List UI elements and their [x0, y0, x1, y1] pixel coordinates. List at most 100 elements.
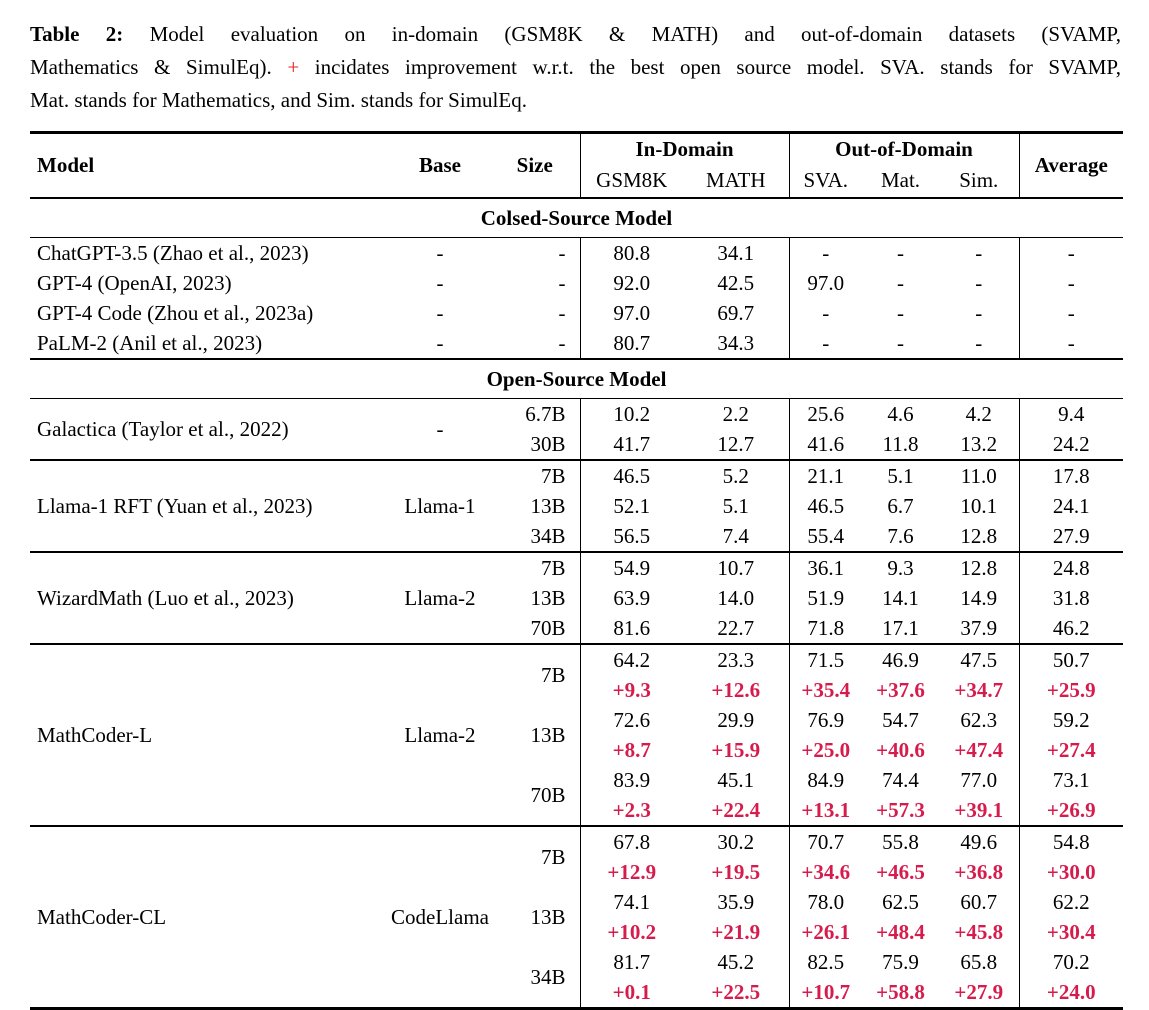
score-cell: 67.8 — [579, 825, 683, 857]
size-cell: 13B — [530, 723, 566, 747]
delta-cell: +8.7 — [579, 735, 683, 765]
table-row: MathCoder-CL CodeLlama 7B 67.8 30.2 70.7… — [30, 825, 1124, 1009]
score-cell: 75.9 — [882, 950, 919, 974]
score-cell: 46.5 — [579, 459, 683, 491]
size-cell: - — [558, 241, 566, 265]
score-cell: - — [897, 271, 904, 295]
score-cell: 47.5 — [939, 643, 1020, 675]
score-cell: 6.7 — [887, 494, 914, 518]
table-row: Llama-1 RFT (Yuan et al., 2023) Llama-1 … — [30, 459, 1124, 552]
caption-text: Mat. stands for Mathematics, and Sim. st… — [30, 88, 527, 112]
score-cell: 4.2 — [965, 402, 992, 426]
delta-cell: +47.4 — [954, 738, 1004, 762]
score-cell: - — [788, 237, 862, 268]
score-cell: 29.9 — [717, 708, 755, 732]
delta-cell: +10.7 — [788, 977, 862, 1009]
delta-cell: +46.5 — [876, 860, 925, 884]
delta-cell: +58.8 — [876, 980, 925, 1004]
score-cell: 45.1 — [717, 768, 755, 792]
delta-cell: +26.9 — [1018, 795, 1124, 826]
delta-cell: +12.9 — [579, 857, 683, 887]
size-cell: 7B — [490, 643, 580, 705]
score-cell: 92.0 — [579, 268, 683, 298]
score-cell: 50.7 — [1018, 643, 1124, 675]
score-cell: 46.9 — [862, 643, 939, 675]
model-cell: ChatGPT-3.5 (Zhao et al., 2023) — [37, 241, 309, 265]
score-cell: 13.2 — [960, 432, 998, 456]
table-row: GPT-4 Code (Zhou et al., 2023a) - - 97.0… — [30, 298, 1124, 328]
score-cell: 17.8 — [1018, 459, 1124, 491]
col-header-math: MATH — [705, 168, 766, 192]
size-cell: - — [558, 331, 566, 355]
score-cell: 52.1 — [579, 491, 683, 521]
score-cell: 76.9 — [788, 705, 862, 735]
score-cell: 7.4 — [722, 524, 749, 548]
col-header-model: Model — [37, 153, 95, 177]
score-cell: 41.7 — [579, 429, 683, 460]
score-cell: 5.1 — [722, 494, 749, 518]
score-cell: 10.2 — [579, 398, 683, 429]
table-row: 13B 72.6 29.9 76.9 54.7 62.3 59.2 — [30, 705, 1124, 747]
delta-cell: +25.0 — [788, 735, 862, 765]
table-row-delta: +0.1 +22.5 +10.7 +58.8 +27.9 +24.0 — [30, 977, 1124, 1009]
delta-cell: +35.4 — [788, 675, 862, 705]
score-cell: 35.9 — [717, 890, 755, 914]
delta-cell: +12.6 — [711, 678, 761, 702]
delta-cell: +45.8 — [954, 920, 1004, 944]
score-cell: 60.7 — [960, 890, 998, 914]
score-cell: 84.9 — [788, 765, 862, 795]
delta-cell: +37.6 — [876, 678, 925, 702]
score-cell: 54.9 — [579, 551, 683, 583]
base-cell: Llama-2 — [390, 643, 490, 826]
score-cell: 24.2 — [1018, 429, 1124, 460]
delta-cell: +22.5 — [711, 980, 761, 1004]
table-caption: Table 2: Model evaluation on in-domain (… — [30, 18, 1121, 117]
col-header-base: Base — [419, 153, 461, 177]
model-cell: MathCoder-L — [30, 643, 390, 826]
base-cell: - — [436, 301, 444, 325]
score-cell: 24.1 — [1018, 491, 1124, 521]
score-cell: 37.9 — [960, 616, 998, 640]
col-header-sim: Sim. — [959, 168, 999, 192]
caption-text: Model evaluation on in-domain (GSM8K & M… — [149, 22, 1122, 46]
delta-cell: +34.6 — [788, 857, 862, 887]
score-cell: 64.2 — [579, 643, 683, 675]
score-cell: 82.5 — [788, 947, 862, 977]
size-cell: 7B — [490, 551, 580, 583]
score-cell: 27.9 — [1018, 521, 1124, 552]
base-cell: - — [436, 241, 444, 265]
score-cell: 14.0 — [717, 586, 755, 610]
score-cell: 14.1 — [882, 586, 919, 610]
score-cell: 41.6 — [788, 429, 862, 460]
base-cell: CodeLlama — [390, 825, 490, 1009]
delta-cell: +57.3 — [876, 798, 925, 822]
delta-cell: +40.6 — [876, 738, 925, 762]
model-cell: WizardMath (Luo et al., 2023) — [30, 551, 390, 644]
size-cell: - — [558, 271, 566, 295]
table-row: 34B 81.7 45.2 82.5 75.9 65.8 70.2 — [30, 947, 1124, 989]
size-cell: 7B — [490, 459, 580, 491]
score-cell: 62.3 — [960, 708, 998, 732]
score-cell: 11.8 — [882, 432, 919, 456]
score-cell: - — [1018, 237, 1124, 268]
score-cell: 83.9 — [579, 765, 683, 795]
table-row: GPT-4 (OpenAI, 2023) - - 92.0 42.5 97.0 … — [30, 268, 1124, 298]
delta-cell: +15.9 — [711, 738, 761, 762]
score-cell: 7.6 — [887, 524, 914, 548]
caption-text: Mathematics & SimulEq). — [30, 55, 272, 79]
score-cell: 31.8 — [1018, 583, 1124, 613]
score-cell: 34.3 — [717, 331, 755, 355]
section-header-open-source: Open-Source Model — [30, 358, 1124, 399]
score-cell: 23.3 — [683, 643, 789, 675]
table-row: 34B 56.5 7.4 55.4 7.6 12.8 27.9 — [30, 521, 1124, 552]
score-cell: 74.4 — [882, 768, 919, 792]
base-cell: - — [436, 417, 444, 441]
score-cell: 73.1 — [1018, 765, 1124, 795]
score-cell: 65.8 — [960, 950, 998, 974]
delta-cell: +25.9 — [1018, 675, 1124, 705]
score-cell: 4.6 — [887, 402, 914, 426]
score-cell: 80.7 — [579, 328, 683, 359]
col-header-gsm8k: GSM8K — [579, 165, 683, 198]
score-cell: 70.2 — [1018, 947, 1124, 977]
size-cell: 13B — [530, 905, 566, 929]
